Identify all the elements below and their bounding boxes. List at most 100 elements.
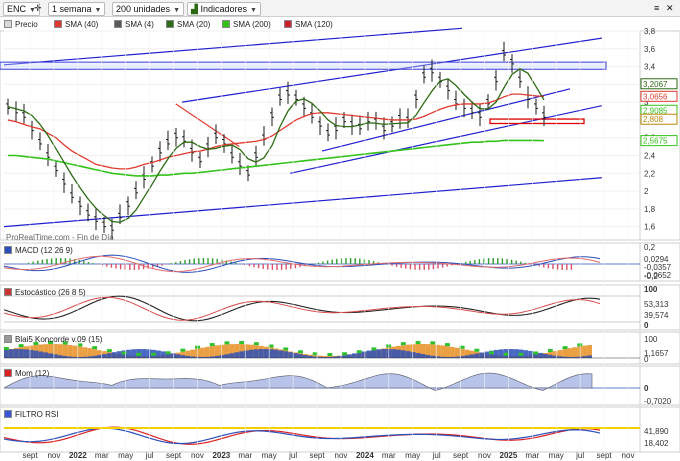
x-tick-label: jul (288, 451, 297, 460)
legend-item-sma40[interactable]: SMA (40) (54, 19, 98, 30)
panel-swatch (4, 335, 12, 343)
koncorde-orange-bar (87, 348, 93, 358)
menu-icon[interactable]: ≡ (654, 3, 660, 13)
koncorde-blue-bar (82, 356, 88, 358)
koncorde-blue-bar (513, 349, 519, 358)
koncorde-orange-bar (430, 344, 436, 358)
symbol-selector[interactable]: ENC ▼ (3, 2, 40, 16)
macd-tick: 0,2 (644, 243, 656, 252)
koncorde-blue-bar (97, 355, 102, 358)
y-tick-label: 3,4 (644, 63, 656, 72)
koncorde-green-bar (283, 347, 289, 351)
y-tick-label: 3,6 (644, 45, 656, 54)
crosshair-icon[interactable]: ✛ (34, 3, 42, 13)
macd-signal-line (3, 255, 601, 273)
legend: Precio SMA (40) SMA (4) SMA (20) SMA (20… (0, 17, 360, 31)
koncorde-green-bar (562, 346, 568, 350)
koncorde-blue-bar (410, 352, 416, 358)
koncorde-blue-bar (435, 356, 441, 358)
stoch-tick: 100 (644, 285, 658, 294)
koncorde-blue-bar (494, 349, 499, 358)
koncorde-green-bar (577, 343, 583, 347)
koncorde-orange-bar (577, 346, 583, 358)
koncorde-blue-bar (244, 350, 249, 358)
koncorde-blue-bar (445, 356, 450, 358)
koncorde-blue-bar (351, 353, 357, 358)
koncorde-blue-bar (391, 349, 396, 358)
koncorde-blue-bar (337, 356, 343, 358)
koncorde-green-bar (415, 341, 421, 345)
price-badge-label: 2,9085 (643, 106, 668, 115)
koncorde-blue-bar (209, 356, 215, 358)
koncorde-blue-bar (523, 350, 529, 358)
koncorde-blue-bar (469, 354, 475, 358)
koncorde-blue-bar (449, 356, 455, 358)
price-badge-label: 2,808 (643, 115, 664, 124)
sma200-line (8, 139, 545, 177)
koncorde-blue-bar (484, 351, 490, 358)
blai-badge: 1,1657 (644, 349, 669, 358)
blai-tick: 0 (644, 355, 649, 364)
panel-label-rsi[interactable]: FILTRO RSI (4, 409, 58, 420)
koncorde-orange-bar (229, 344, 235, 358)
legend-label: SMA (200) (233, 20, 271, 29)
koncorde-orange-bar (224, 344, 230, 358)
koncorde-green-bar (48, 341, 53, 345)
price-badge-label: 2,5675 (643, 137, 668, 146)
koncorde-blue-bar (582, 356, 588, 358)
legend-swatch (4, 20, 12, 28)
panel-frame (0, 242, 680, 282)
indicators-button[interactable]: ▟ Indicadores ▼ (187, 2, 261, 16)
panel-swatch (4, 288, 12, 296)
legend-item-sma4[interactable]: SMA (4) (114, 19, 154, 30)
koncorde-blue-bar (62, 356, 68, 358)
legend-swatch (54, 20, 62, 28)
panel-label-stoch[interactable]: Estocástico (26 8 5) (4, 287, 86, 298)
koncorde-orange-bar (322, 355, 328, 358)
koncorde-orange-bar (445, 346, 450, 358)
koncorde-blue-bar (552, 355, 558, 358)
koncorde-green-bar (518, 352, 524, 356)
x-tick-label: 2022 (69, 451, 87, 460)
legend-item-sma20[interactable]: SMA (20) (166, 19, 210, 30)
panel-swatch (4, 246, 12, 254)
panel-label-mom[interactable]: Mom (12) (4, 368, 49, 379)
koncorde-orange-bar (180, 351, 186, 358)
legend-item-precio[interactable]: Precio (4, 19, 38, 30)
koncorde-green-bar (312, 352, 318, 356)
y-tick-label: 3,8 (644, 27, 656, 36)
koncorde-blue-bar (4, 349, 9, 358)
x-tick-label: may (118, 451, 133, 460)
koncorde-blue-bar (283, 351, 289, 358)
close-icon[interactable]: ✕ (666, 3, 674, 13)
koncorde-blue-bar (298, 354, 303, 358)
period-selector[interactable]: 1 semana ▼ (48, 2, 106, 16)
x-axis: sept nov 2022 mar may jul sept nov 2023 mar may jul… (22, 31, 634, 460)
koncorde-orange-bar (82, 347, 88, 358)
koncorde-green-bar (533, 351, 539, 355)
koncorde-orange-bar (454, 347, 460, 358)
koncorde-orange-bar (234, 344, 240, 358)
price-axis: 3,83,63,43,232,82,62,42,221,81,63,20673,… (640, 27, 678, 232)
koncorde-blue-bar (200, 356, 205, 358)
price-series (0, 27, 607, 240)
koncorde-blue-bar (322, 356, 328, 358)
x-tick-label: mar (525, 451, 539, 460)
koncorde-blue-bar (111, 352, 117, 358)
units-selector[interactable]: 200 unidades ▼ (112, 2, 184, 16)
panel-title: Blai5 Koncorde v.09 (15) (15, 335, 103, 344)
koncorde-orange-bar (219, 344, 225, 358)
koncorde-green-bar (371, 347, 377, 351)
legend-item-sma120[interactable]: SMA (120) (284, 19, 333, 30)
panel-label-macd[interactable]: MACD (12 26 9) (4, 245, 73, 256)
price-badge-box (640, 135, 678, 147)
koncorde-orange-bar (67, 345, 73, 358)
stoch-badge: 53,313 (644, 300, 669, 309)
legend-item-sma200[interactable]: SMA (200) (222, 19, 271, 30)
koncorde-blue-bar (67, 356, 73, 358)
panel-label-blai[interactable]: Blai5 Koncorde v.09 (15) (4, 334, 102, 345)
koncorde-blue-bar (371, 349, 377, 358)
koncorde-blue-bar (498, 349, 504, 358)
koncorde-orange-bar (552, 351, 558, 358)
